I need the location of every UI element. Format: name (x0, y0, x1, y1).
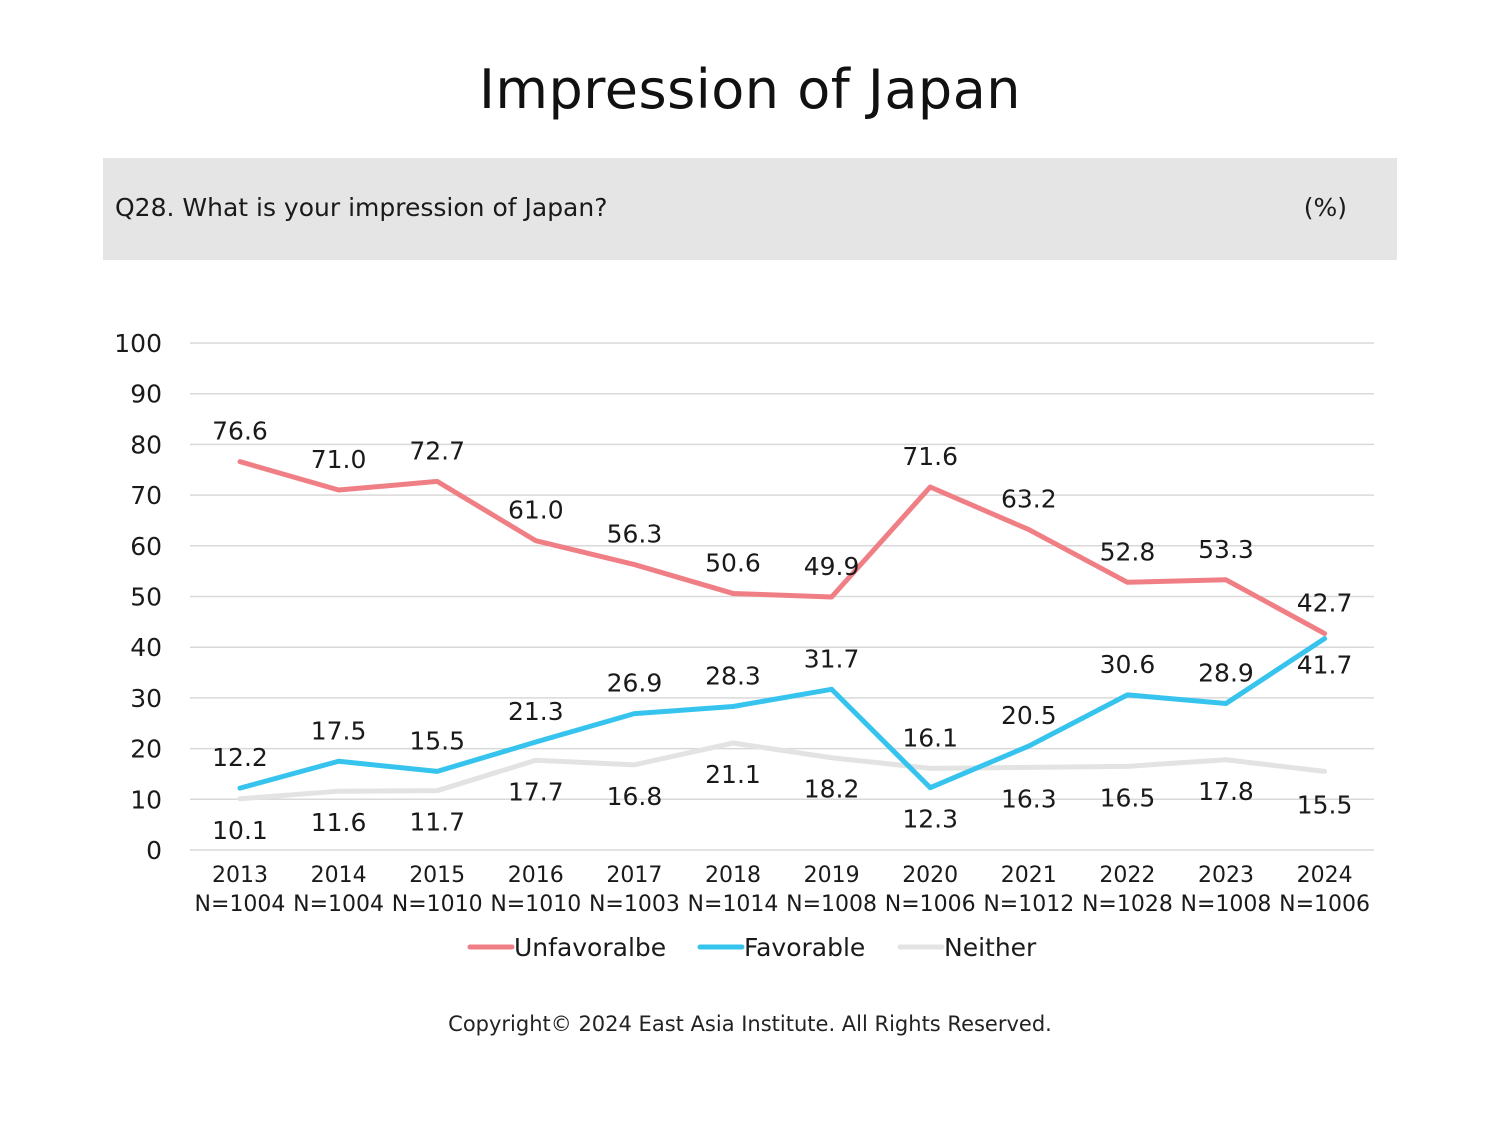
data-label: 16.3 (1001, 784, 1057, 813)
data-label: 42.7 (1297, 589, 1353, 618)
x-tick-sublabel: N=1010 (490, 892, 581, 917)
data-label: 12.2 (212, 743, 268, 772)
data-label: 61.0 (508, 496, 564, 525)
data-label: 50.6 (705, 548, 761, 577)
y-tick-label: 50 (130, 583, 162, 612)
x-tick-label: 2022 (1099, 863, 1155, 888)
data-label: 26.9 (607, 669, 663, 698)
x-tick-sublabel: N=1006 (1279, 892, 1370, 917)
data-label: 11.7 (409, 808, 465, 837)
x-tick-sublabel: N=1004 (293, 892, 384, 917)
x-tick-sublabel: N=1010 (392, 892, 483, 917)
data-label: 53.3 (1198, 535, 1254, 564)
y-tick-label: 0 (146, 836, 162, 865)
series-line-favorable (237, 636, 1328, 791)
data-label: 28.3 (705, 662, 761, 691)
data-label: 21.1 (705, 760, 761, 789)
series-line-unfavoralbe (237, 459, 1328, 637)
data-label: 31.7 (804, 644, 860, 673)
data-label: 17.5 (311, 716, 367, 745)
data-label: 12.3 (902, 805, 958, 834)
x-tick-label: 2016 (508, 863, 564, 888)
x-tick-label: 2014 (311, 863, 367, 888)
data-label: 10.1 (212, 816, 268, 845)
data-label: 17.8 (1198, 777, 1254, 806)
question-banner: Q28. What is your impression of Japan? (… (103, 158, 1397, 260)
legend-label: Unfavoralbe (514, 933, 666, 962)
x-tick-sublabel: N=1003 (589, 892, 680, 917)
legend-label: Neither (944, 933, 1037, 962)
data-label: 28.9 (1198, 658, 1254, 687)
data-label: 52.8 (1100, 537, 1156, 566)
y-tick-label: 60 (130, 532, 162, 561)
data-label: 30.6 (1100, 650, 1156, 679)
x-tick-label: 2018 (705, 863, 761, 888)
x-tick-sublabel: N=1008 (1181, 892, 1272, 917)
page-title: Impression of Japan (478, 58, 1022, 121)
copyright-notice: Copyright© 2024 East Asia Institute. All… (448, 1012, 1052, 1036)
x-tick-sublabel: N=1006 (885, 892, 976, 917)
x-tick-sublabel: N=1014 (688, 892, 779, 917)
x-tick-label: 2020 (902, 863, 958, 888)
data-label: 16.8 (607, 782, 663, 811)
data-label: 41.7 (1297, 651, 1353, 680)
data-label: 63.2 (1001, 485, 1057, 514)
y-tick-label: 80 (130, 430, 162, 459)
x-tick-label: 2013 (212, 863, 268, 888)
data-label: 76.6 (212, 417, 268, 446)
data-label: 49.9 (804, 552, 860, 581)
x-tick-sublabel: N=1008 (786, 892, 877, 917)
data-label: 71.0 (311, 445, 367, 474)
series-line-neither (237, 740, 1328, 802)
data-label: 17.7 (508, 777, 564, 806)
x-tick-label: 2015 (409, 863, 465, 888)
y-tick-label: 100 (114, 329, 162, 358)
y-tick-label: 70 (130, 481, 162, 510)
x-tick-label: 2023 (1198, 863, 1254, 888)
y-tick-label: 90 (130, 380, 162, 409)
y-tick-label: 10 (130, 785, 162, 814)
data-label: 16.5 (1100, 783, 1156, 812)
question-text: Q28. What is your impression of Japan? (115, 193, 608, 222)
x-tick-label: 2021 (1001, 863, 1057, 888)
unit-label: (%) (1303, 193, 1347, 222)
data-label: 16.1 (902, 723, 958, 752)
data-label: 20.5 (1001, 701, 1057, 730)
line-chart: 0 10 20 30 40 50 60 70 80 90 100 2013 N=1004 2014 N=10… (114, 329, 1374, 962)
y-tick-label: 30 (130, 684, 162, 713)
x-tick-sublabel: N=1028 (1082, 892, 1173, 917)
data-label: 15.5 (1297, 790, 1353, 819)
data-label: 72.7 (409, 436, 465, 465)
legend-label: Favorable (744, 933, 865, 962)
data-label: 71.6 (902, 442, 958, 471)
data-label: 11.6 (311, 808, 367, 837)
x-tick-label: 2017 (606, 863, 662, 888)
data-label: 15.5 (409, 726, 465, 755)
x-tick-sublabel: N=1012 (983, 892, 1074, 917)
y-tick-label: 20 (130, 735, 162, 764)
data-label: 56.3 (607, 520, 663, 549)
x-tick-sublabel: N=1004 (195, 892, 286, 917)
x-tick-label: 2024 (1297, 863, 1353, 888)
x-tick-label: 2019 (804, 863, 860, 888)
data-label: 18.2 (804, 775, 860, 804)
data-label: 21.3 (508, 697, 564, 726)
y-tick-label: 40 (130, 633, 162, 662)
